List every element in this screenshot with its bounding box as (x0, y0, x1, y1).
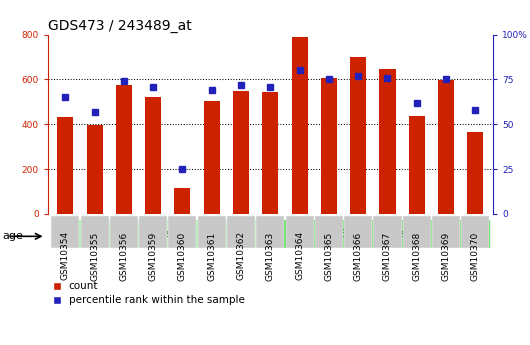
Bar (169, 216, 197, 248)
Legend: count, percentile rank within the sample: count, percentile rank within the sample (53, 281, 244, 305)
Bar (262, 92, 278, 214)
Bar (292, 37, 307, 214)
Text: GSM10360: GSM10360 (178, 231, 187, 280)
Bar (110, 216, 138, 248)
Bar (379, 69, 395, 214)
Bar (86, 125, 103, 214)
Text: GSM10362: GSM10362 (236, 231, 245, 280)
Text: GSM10366: GSM10366 (354, 231, 363, 280)
Bar (255, 219, 490, 248)
Text: GSM10354: GSM10354 (61, 231, 70, 280)
Bar (467, 132, 483, 214)
Bar (432, 216, 460, 248)
Bar (233, 90, 249, 214)
Bar (57, 117, 73, 214)
Text: GSM10368: GSM10368 (412, 231, 421, 280)
Text: GSM10365: GSM10365 (324, 231, 333, 280)
Bar (438, 80, 454, 214)
Text: GSM10361: GSM10361 (207, 231, 216, 280)
Bar (350, 57, 366, 214)
Text: GSM10356: GSM10356 (119, 231, 128, 280)
Text: GSM10367: GSM10367 (383, 231, 392, 280)
Bar (403, 216, 431, 248)
Bar (461, 216, 489, 248)
Bar (198, 216, 226, 248)
Text: age: age (3, 231, 23, 241)
Bar (321, 78, 337, 214)
Bar (116, 85, 132, 214)
Bar (51, 216, 80, 248)
Text: 65-71 years: 65-71 years (340, 229, 406, 239)
Bar (81, 216, 109, 248)
Bar (227, 216, 255, 248)
Bar (256, 216, 285, 248)
Text: 20-29 years: 20-29 years (120, 229, 187, 239)
Text: GSM10364: GSM10364 (295, 231, 304, 280)
Text: GSM10355: GSM10355 (90, 231, 99, 280)
Bar (145, 97, 161, 214)
Text: GSM10359: GSM10359 (148, 231, 157, 280)
Text: GDS473 / 243489_at: GDS473 / 243489_at (48, 19, 191, 33)
Text: GSM10370: GSM10370 (471, 231, 480, 280)
Bar (139, 216, 167, 248)
Bar (51, 219, 255, 248)
Bar (409, 116, 425, 214)
Text: GSM10363: GSM10363 (266, 231, 275, 280)
Bar (204, 101, 220, 214)
Text: GSM10369: GSM10369 (441, 231, 450, 280)
Bar (286, 216, 314, 248)
Bar (315, 216, 343, 248)
Bar (374, 216, 402, 248)
Bar (174, 188, 190, 214)
Bar (344, 216, 372, 248)
